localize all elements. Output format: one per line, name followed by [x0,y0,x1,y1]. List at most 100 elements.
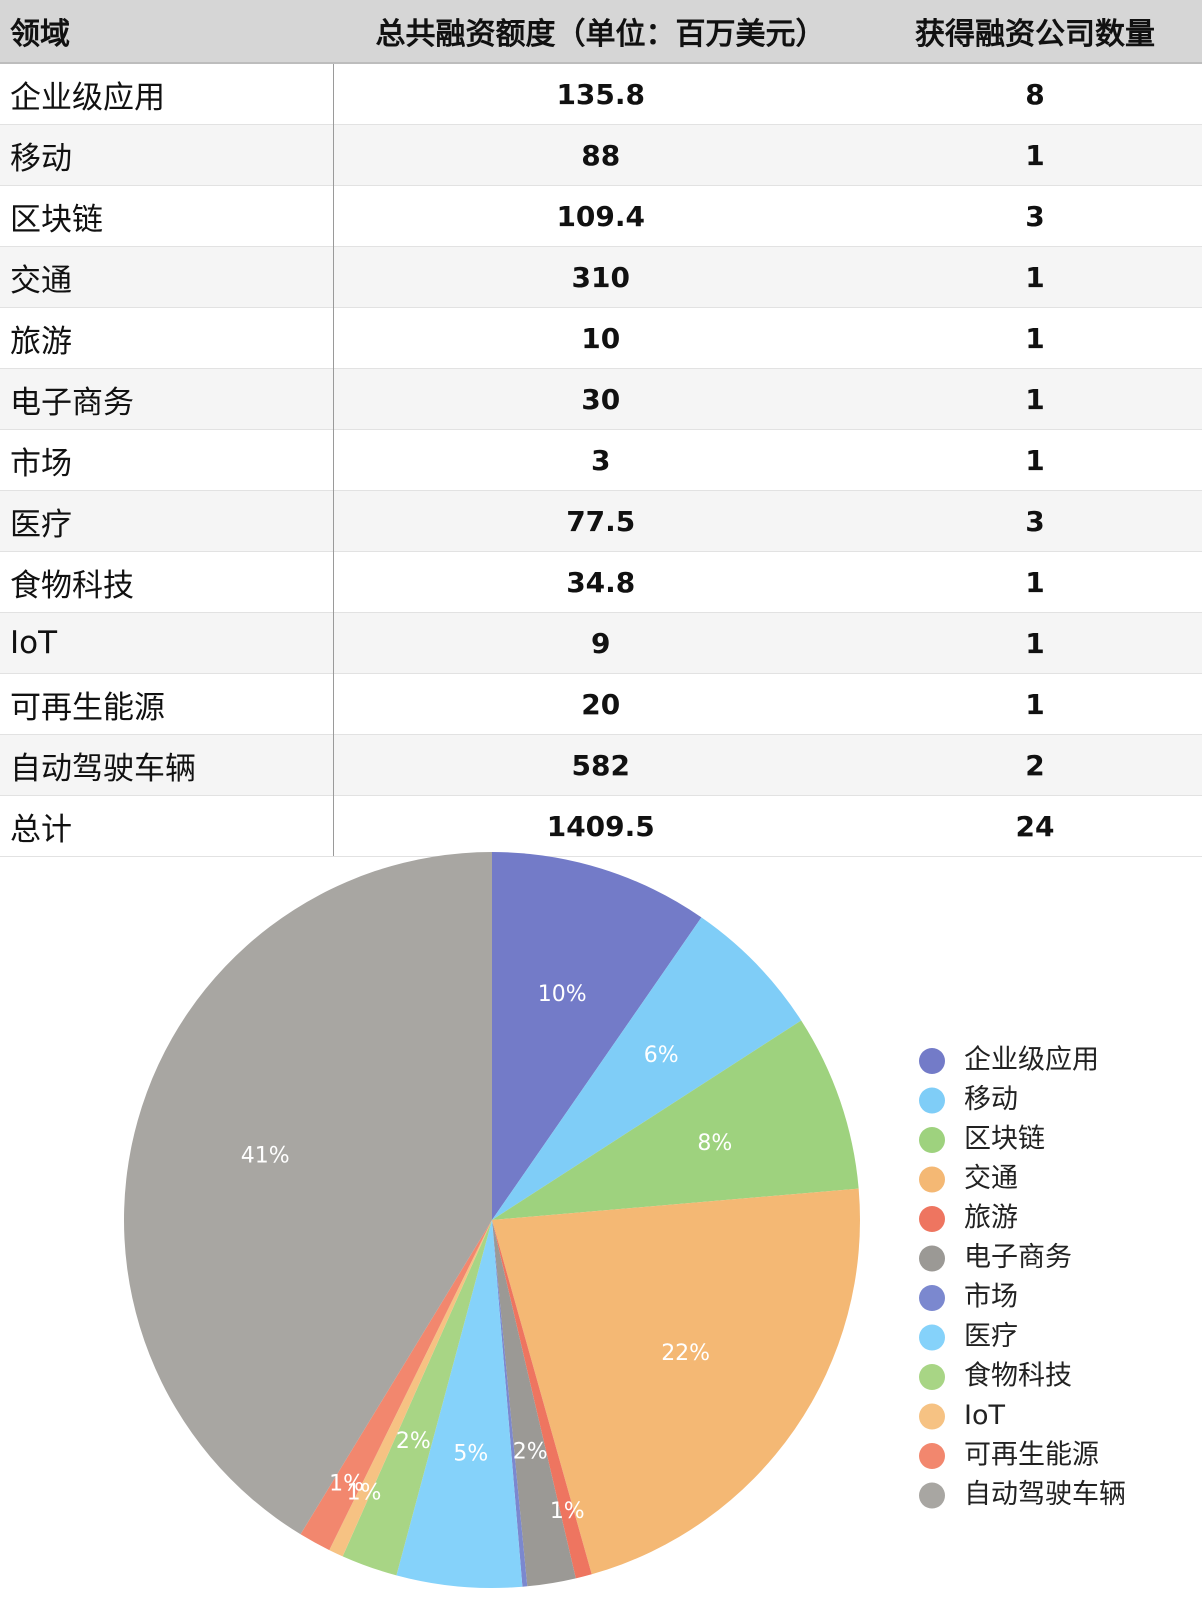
legend-label: IoT [964,1400,1005,1431]
pie-slice-label: 41% [241,1143,290,1168]
pie-slice [492,1220,592,1579]
cell-count: 1 [868,307,1202,369]
legend-label: 企业级应用 [964,1045,1099,1076]
legend-swatch [919,1364,945,1390]
pie-slice [329,1220,492,1557]
legend-swatch [919,1285,945,1311]
pie-slices [123,852,860,1588]
cell-count: 8 [868,62,1202,125]
cell-amount: 582 [333,734,868,796]
pie-slice [492,852,702,1220]
legend-label: 市场 [964,1282,1018,1313]
cell-amount: 109.4 [333,185,868,247]
legend-swatch [919,1206,945,1232]
cell-domain: 移动 [0,124,334,186]
legend-swatch [919,1245,945,1272]
pie-slice-label: 2% [396,1429,431,1454]
table-row-total: 总计 1409.5 24 [0,795,1202,857]
cell-amount: 30 [333,368,868,430]
cell-amount: 135.8 [333,62,868,125]
cell-domain: 市场 [0,429,334,491]
cell-count: 1 [868,368,1202,430]
pie-slice-label: 5% [453,1442,488,1467]
cell-domain: 总计 [0,795,334,857]
pie-slice [492,1220,528,1587]
cell-count: 1 [868,673,1202,735]
table-row: IoT 9 1 [0,612,1202,674]
cell-amount: 34.8 [333,551,868,613]
pie-slice [492,1188,860,1575]
table-row: 区块链 109.4 3 [0,185,1202,247]
table-row: 旅游 10 1 [0,307,1202,369]
cell-count: 1 [868,246,1202,308]
table-row: 食物科技 34.8 1 [0,551,1202,613]
pie-slice [300,1220,492,1551]
legend-swatch [919,1324,945,1351]
pie-slice [342,1220,492,1576]
cell-amount: 9 [333,612,868,674]
legend-label: 自动驾驶车辆 [964,1479,1126,1510]
table-header-row: 领域 总共融资额度（单位：百万美元） 获得融资公司数量 [0,0,1202,64]
legend-label: 交通 [964,1163,1018,1194]
legend-swatch [919,1403,945,1430]
table-row: 医疗 77.5 3 [0,490,1202,552]
pie-slice [492,917,802,1220]
table-row: 交通 310 1 [0,246,1202,308]
table-row: 自动驾驶车辆 582 2 [0,734,1202,796]
pie-slice-label: 1% [550,1499,585,1524]
cell-domain: 电子商务 [0,368,334,430]
pie-slice [396,1220,523,1588]
legend-label: 区块链 [964,1124,1045,1155]
cell-count: 3 [868,185,1202,247]
cell-count: 1 [868,612,1202,674]
legend-label: 可再生能源 [964,1440,1099,1471]
pie-slice-label: 10% [538,982,587,1007]
pie-slice-label: 1% [347,1480,382,1505]
pie-slice-label: 8% [697,1131,732,1156]
legend-swatch [919,1087,945,1114]
pie-slice [123,852,492,1535]
cell-count: 2 [868,734,1202,796]
cell-domain: 区块链 [0,185,334,247]
cell-amount: 310 [333,246,868,308]
legend-swatch [919,1443,945,1469]
funding-table-container: 领域 总共融资额度（单位：百万美元） 获得融资公司数量 企业级应用 135.8 8 移… [0,0,1202,857]
legend-swatch [919,1166,945,1193]
legend-label: 移动 [964,1084,1018,1115]
cell-domain: IoT [0,612,334,674]
pie-slice-labels: 10%6%8%22%1%2%5%2%1%1%41% [241,982,733,1524]
cell-amount: 10 [333,307,868,369]
header-company-count: 获得融资公司数量 [868,0,1202,64]
legend-label: 食物科技 [964,1361,1072,1392]
table-row: 企业级应用 135.8 8 [0,62,1202,125]
table-row: 市场 3 1 [0,429,1202,491]
funding-table: 领域 总共融资额度（单位：百万美元） 获得融资公司数量 企业级应用 135.8 8 移… [0,0,1202,857]
pie-slice-label: 1% [329,1471,364,1496]
legend-swatch [919,1048,945,1074]
cell-domain: 企业级应用 [0,62,334,125]
legend-swatch [919,1127,945,1153]
cell-domain: 医疗 [0,490,334,552]
cell-amount: 77.5 [333,490,868,552]
cell-amount: 88 [333,124,868,186]
legend-label: 旅游 [964,1203,1018,1234]
cell-count: 24 [868,795,1202,857]
table-body: 企业级应用 135.8 8 移动 88 1 区块链 109.4 3 交通 310 1 旅游 10 1 电子商务… [0,62,1202,857]
header-total-amount: 总共融资额度（单位：百万美元） [333,0,868,64]
cell-domain: 食物科技 [0,551,334,613]
cell-domain: 可再生能源 [0,673,334,735]
legend-swatch [919,1482,945,1509]
pie-slice [492,1220,576,1587]
header-domain: 领域 [0,0,333,64]
cell-domain: 交通 [0,246,334,308]
legend-label: 电子商务 [964,1242,1072,1273]
cell-count: 1 [868,429,1202,491]
cell-amount: 20 [333,673,868,735]
cell-domain: 自动驾驶车辆 [0,734,334,796]
cell-count: 1 [868,124,1202,186]
pie-chart: 10%6%8%22%1%2%5%2%1%1%41% 企业级应用移动区块链交通旅游… [123,852,1126,1588]
table-row: 电子商务 30 1 [0,368,1202,430]
table-row: 移动 88 1 [0,124,1202,186]
